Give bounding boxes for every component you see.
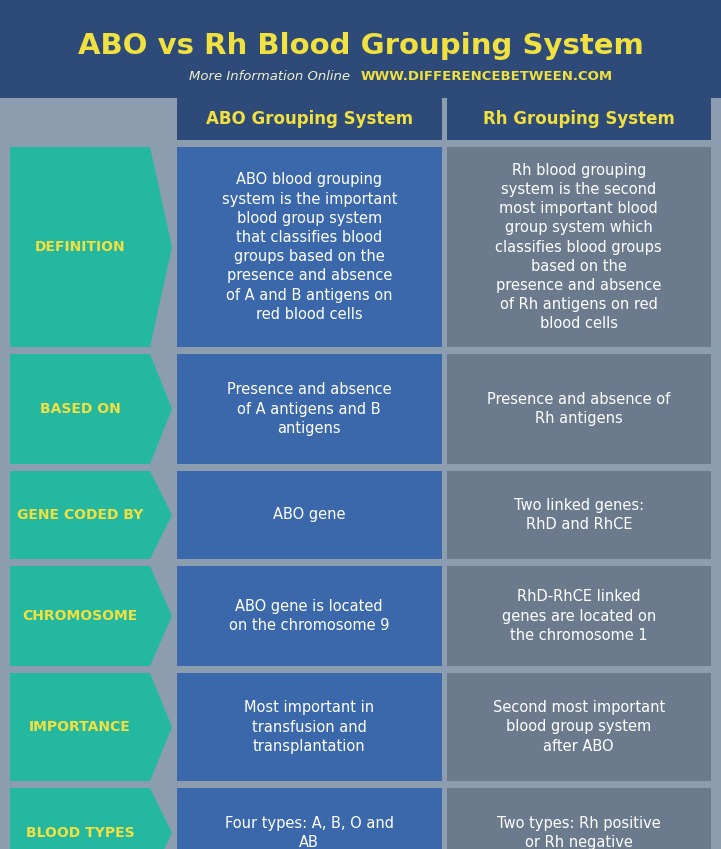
Text: Rh Grouping System: Rh Grouping System	[483, 110, 675, 128]
Text: CHROMOSOME: CHROMOSOME	[22, 609, 138, 623]
Text: DEFINITION: DEFINITION	[35, 240, 125, 254]
Text: Second most important
blood group system
after ABO: Second most important blood group system…	[492, 700, 665, 754]
Text: Rh blood grouping
system is the second
most important blood
group system which
c: Rh blood grouping system is the second m…	[495, 163, 662, 331]
FancyBboxPatch shape	[446, 98, 711, 140]
FancyBboxPatch shape	[446, 566, 711, 666]
Polygon shape	[10, 147, 172, 347]
Text: IMPORTANCE: IMPORTANCE	[29, 720, 131, 734]
FancyBboxPatch shape	[446, 147, 711, 347]
Polygon shape	[10, 566, 172, 666]
FancyBboxPatch shape	[177, 98, 441, 140]
Text: WWW.DIFFERENCEBETWEEN.COM: WWW.DIFFERENCEBETWEEN.COM	[360, 70, 613, 82]
Text: Presence and absence of
Rh antigens: Presence and absence of Rh antigens	[487, 392, 671, 426]
Polygon shape	[10, 788, 172, 849]
FancyBboxPatch shape	[177, 354, 441, 464]
Text: BLOOD TYPES: BLOOD TYPES	[26, 826, 134, 840]
Text: RhD-RhCE linked
genes are located on
the chromosome 1: RhD-RhCE linked genes are located on the…	[502, 589, 656, 643]
Text: Four types: A, B, O and
AB: Four types: A, B, O and AB	[225, 816, 394, 849]
Text: Two linked genes:
RhD and RhCE: Two linked genes: RhD and RhCE	[513, 498, 644, 532]
FancyBboxPatch shape	[446, 471, 711, 559]
FancyBboxPatch shape	[177, 566, 441, 666]
FancyBboxPatch shape	[177, 147, 441, 347]
Text: More Information Online: More Information Online	[189, 70, 358, 82]
Text: BASED ON: BASED ON	[40, 402, 120, 416]
Polygon shape	[10, 673, 172, 781]
Text: ABO gene is located
on the chromosome 9: ABO gene is located on the chromosome 9	[229, 599, 389, 633]
Text: ABO gene: ABO gene	[273, 508, 345, 522]
FancyBboxPatch shape	[0, 0, 721, 98]
FancyBboxPatch shape	[177, 673, 441, 781]
Text: Most important in
transfusion and
transplantation: Most important in transfusion and transp…	[244, 700, 374, 754]
FancyBboxPatch shape	[177, 788, 441, 849]
Text: ABO blood grouping
system is the important
blood group system
that classifies bl: ABO blood grouping system is the importa…	[221, 172, 397, 322]
Text: Presence and absence
of A antigens and B
antigens: Presence and absence of A antigens and B…	[227, 382, 392, 436]
Text: Two types: Rh positive
or Rh negative: Two types: Rh positive or Rh negative	[497, 816, 660, 849]
Text: ABO Grouping System: ABO Grouping System	[205, 110, 413, 128]
Text: GENE CODED BY: GENE CODED BY	[17, 508, 143, 522]
Polygon shape	[10, 471, 172, 559]
FancyBboxPatch shape	[177, 471, 441, 559]
Polygon shape	[10, 354, 172, 464]
Text: ABO vs Rh Blood Grouping System: ABO vs Rh Blood Grouping System	[78, 32, 643, 60]
FancyBboxPatch shape	[446, 673, 711, 781]
FancyBboxPatch shape	[446, 354, 711, 464]
FancyBboxPatch shape	[446, 788, 711, 849]
